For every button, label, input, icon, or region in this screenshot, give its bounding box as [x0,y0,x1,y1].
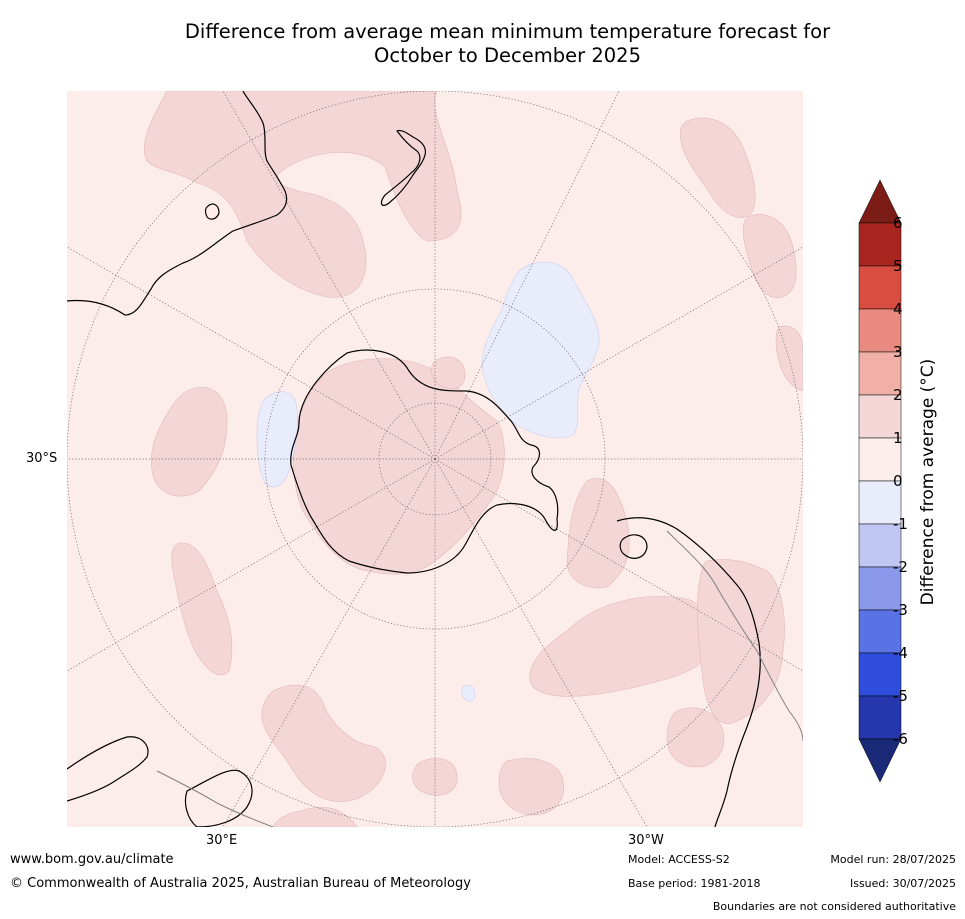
colorbar-tick-label: 4 [893,300,903,318]
east-edge-warm-strip [775,325,803,392]
coastlines [67,91,761,827]
southeast-warm-blob [666,707,725,768]
footer-model-run: Model run: 28/07/2025 [830,853,956,866]
indian-ocean-warm-patch [150,386,228,497]
new-zealand-coastline [380,129,426,207]
pacific-warm-band [144,91,462,298]
colorbar-tick-label: 3 [893,343,903,361]
meridian-150e [222,458,436,827]
meridian-30e [222,91,436,460]
southwest-warm-tail [272,806,358,827]
colorbar-bin [858,351,902,396]
africa-coast-warm-region [697,559,785,724]
pacific-cool-region [481,261,600,438]
meridian-120w [434,458,803,672]
footer-url[interactable]: www.bom.gov.au/climate [10,852,174,867]
meridian-120e [67,458,436,672]
colorbar [858,180,902,783]
indian-ocean-warm-tail [171,542,233,676]
colorbar-tick-label: -6 [893,730,908,748]
colorbar-bins [858,180,902,783]
colorbar-bin [858,609,902,654]
boundaries [156,530,803,827]
graticule [67,91,803,827]
colorbar-bin [858,695,902,740]
colorbar-bin [858,480,902,525]
colorbar-bin [858,652,902,697]
title-line-1: Difference from average mean minimum tem… [184,20,831,43]
australia-coastline [67,91,288,316]
colorbar-tick-label: -5 [893,687,908,705]
colorbar-tick-label: 5 [893,257,903,275]
northeast-warm-patch-1 [679,117,756,218]
colorbar-bin [858,265,902,310]
footer-model: Model: ACCESS-S2 [628,853,730,866]
longitude-label-30e: 30°E [206,833,238,848]
colorbar-tick-label: 1 [893,429,903,447]
colorbar-bin [858,437,902,482]
colorbar-bin [858,394,902,439]
latitude-circle-80s [378,402,492,516]
colorbar-tick-label: -4 [893,644,908,662]
colorbar-tick-label: -3 [893,601,908,619]
south-warm-blob-2 [498,758,564,816]
meridian-60e [67,246,436,460]
tasmania-coastline [204,203,220,220]
map-panel[interactable] [67,91,803,827]
small-warm-blob [431,356,466,389]
footer-base-period: Base period: 1981-2018 [628,877,761,890]
polar-map[interactable] [67,91,803,827]
antarctica-coastline [290,349,559,574]
atlantic-warm-region [529,596,712,697]
longitude-label-30w: 30°W [628,833,664,848]
meridian-30w [434,91,620,460]
anomaly-areas-neg1-to-0 [256,261,600,702]
colorbar-bin [858,308,902,353]
south-georgia-coastline [619,534,648,559]
madagascar-coastline [184,769,253,827]
south-america-warm-region [566,478,630,589]
footer-copyright: © Commonwealth of Australia 2025, Austra… [10,876,471,891]
meridian-60w [434,246,803,460]
meridian-150w [434,458,648,827]
south-cool-dot [461,685,476,702]
colorbar-tick-label: -2 [893,558,908,576]
indian-cool-patch [256,391,298,488]
northeast-warm-patch-2 [742,214,797,298]
colorbar-label: Difference from average (°C) [918,358,938,606]
colorbar-bin [858,738,902,783]
footer-issued: Issued: 30/07/2025 [849,877,956,890]
footer-disclaimer: Boundaries are not considered authoritat… [712,900,956,913]
colorbar-bin [858,222,902,267]
africa-boundary [156,770,274,827]
colorbar-tick-label: 6 [893,214,903,232]
colorbar-tick-label: 2 [893,386,903,404]
southwest-warm-region [261,684,386,802]
south-america-boundary [666,530,803,742]
colorbar-tick-label: -1 [893,515,908,533]
title-line-2: October to December 2025 [374,44,641,67]
southern-africa-coastline [67,736,149,802]
colorbar-tick-label: 0 [893,472,903,490]
latitude-label-30s: 30°S [26,451,58,466]
south-america-coastline [616,517,761,827]
anomaly-areas-1-to-2 [144,91,803,827]
chart-title: Difference from average mean minimum tem… [0,20,965,68]
colorbar-bin [858,566,902,611]
